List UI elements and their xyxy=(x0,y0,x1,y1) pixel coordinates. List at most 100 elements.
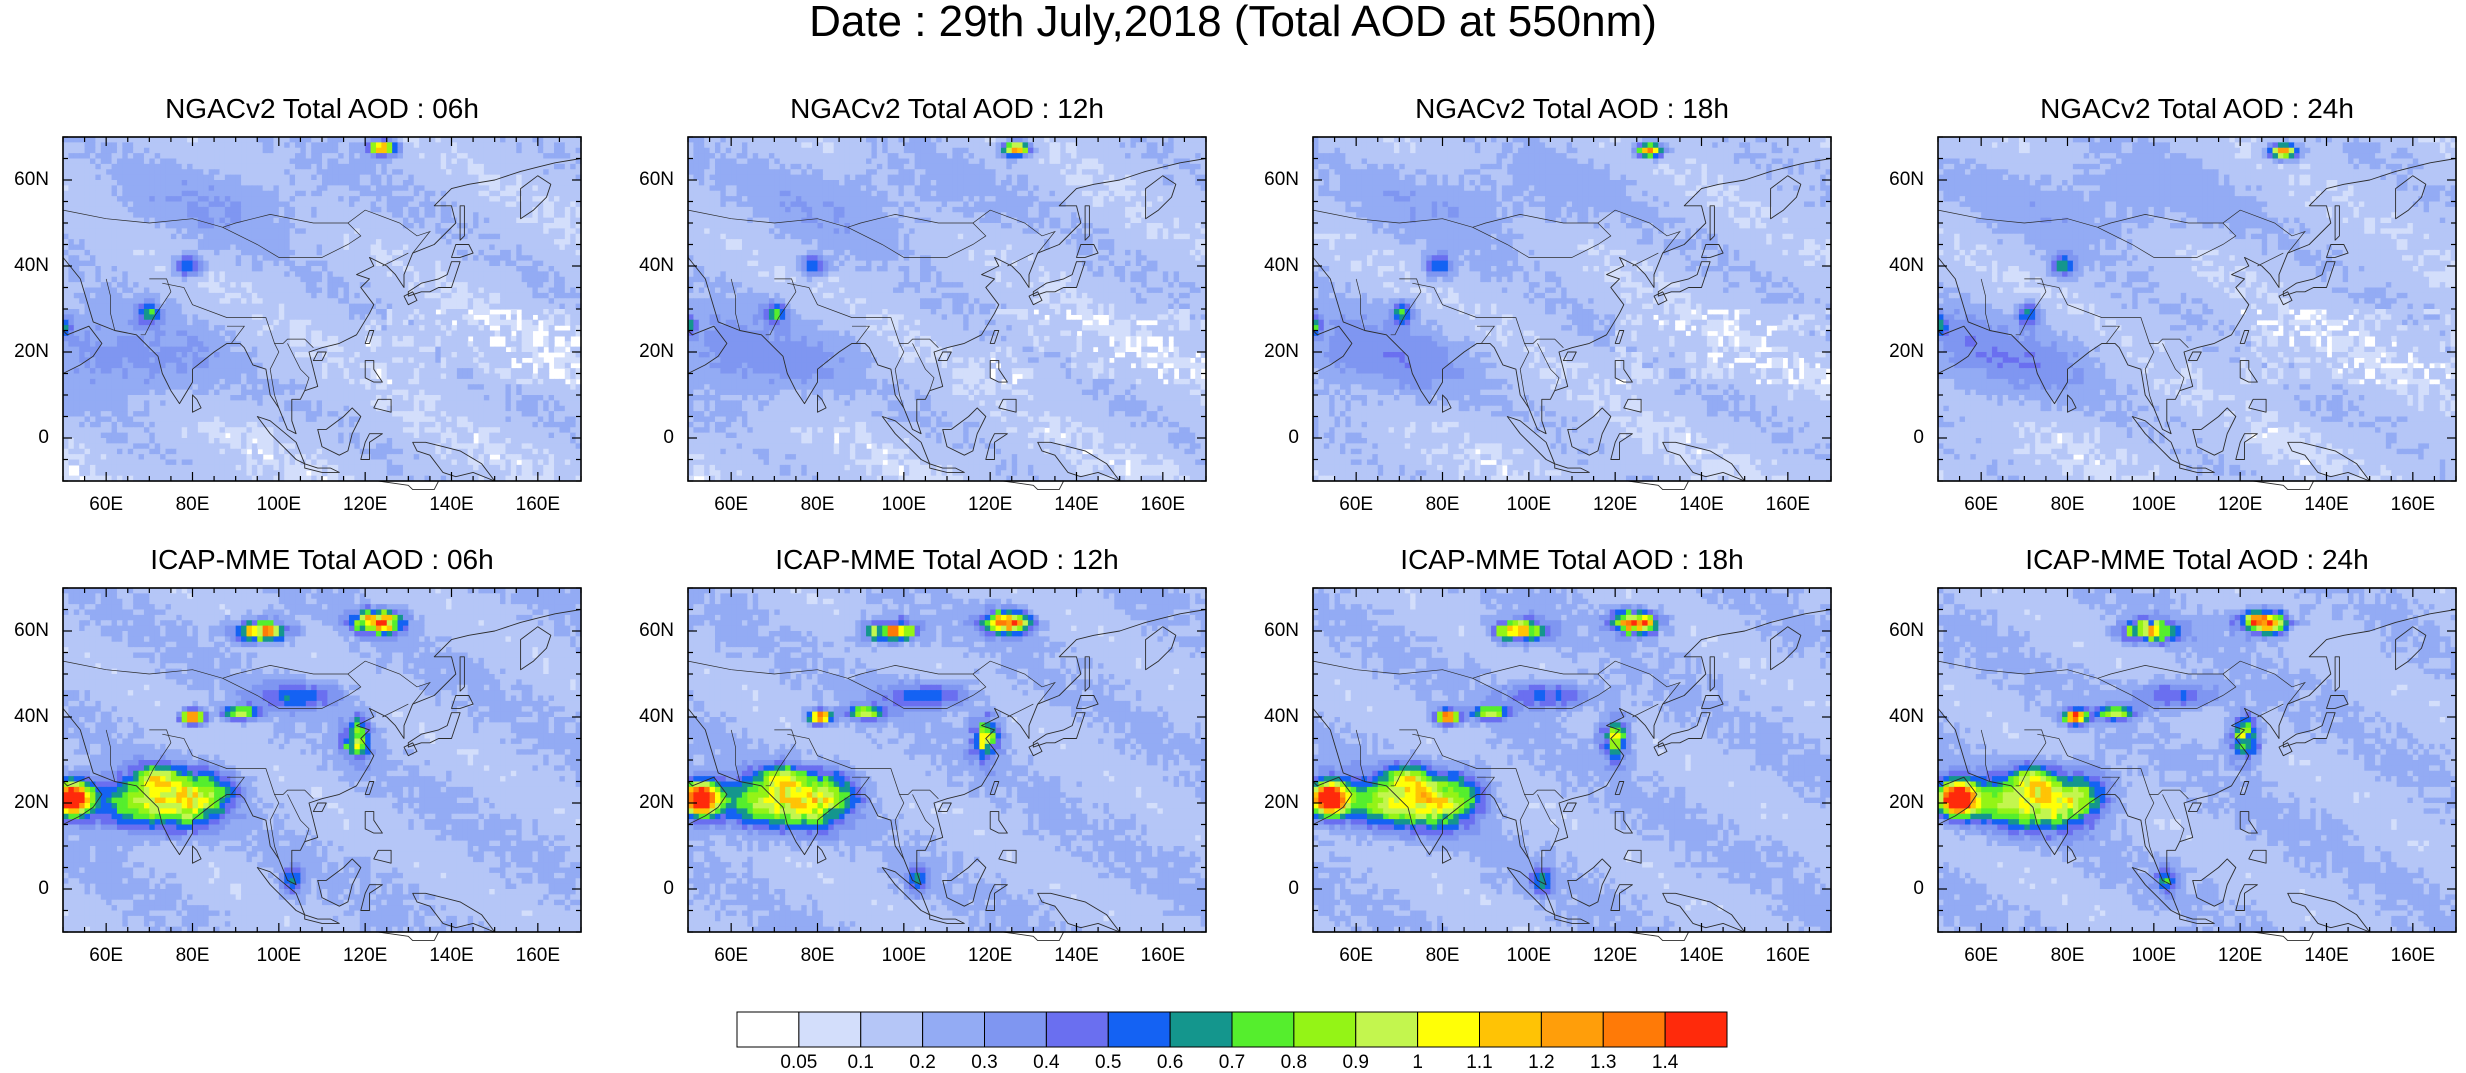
lon-tick-label: 80E xyxy=(1413,946,1473,965)
colorbar-swatch xyxy=(1541,1012,1603,1047)
lon-tick-label: 160E xyxy=(1133,495,1193,514)
colorbar-swatch xyxy=(1418,1012,1480,1047)
coastline-australia-top xyxy=(1628,932,1689,941)
lat-tick-label: 40N xyxy=(1874,707,1924,726)
lat-tick-label: 0 xyxy=(1874,879,1924,898)
colorbar-swatch xyxy=(1665,1012,1727,1047)
lon-tick-label: 120E xyxy=(960,946,1020,965)
lon-tick-label: 100E xyxy=(1499,495,1559,514)
lon-tick-label: 80E xyxy=(163,495,223,514)
panel-title: NGACv2 Total AOD : 24h xyxy=(1898,95,2466,123)
aod-map-panel xyxy=(63,137,581,481)
colorbar-label: 1.3 xyxy=(1573,1053,1633,1072)
panel-title: NGACv2 Total AOD : 06h xyxy=(23,95,621,123)
colorbar-swatch xyxy=(1603,1012,1665,1047)
lon-tick-label: 140E xyxy=(1672,946,1732,965)
aod-field xyxy=(1938,137,2457,482)
lon-tick-label: 120E xyxy=(2210,495,2270,514)
lat-tick-label: 40N xyxy=(624,707,674,726)
lon-tick-label: 140E xyxy=(2297,495,2357,514)
lon-tick-label: 80E xyxy=(788,946,848,965)
lat-tick-label: 40N xyxy=(1874,256,1924,275)
coastline-australia-top xyxy=(2253,481,2314,490)
colorbar-label: 0.8 xyxy=(1264,1053,1324,1072)
aod-map-panel xyxy=(1313,137,1831,481)
lon-tick-label: 140E xyxy=(422,495,482,514)
aod-field xyxy=(688,588,1207,933)
lon-tick-label: 60E xyxy=(76,495,136,514)
lon-tick-label: 60E xyxy=(701,946,761,965)
panel-title: NGACv2 Total AOD : 12h xyxy=(648,95,1246,123)
aod-field xyxy=(63,137,582,482)
lon-tick-label: 160E xyxy=(508,946,568,965)
lat-tick-label: 0 xyxy=(0,428,49,447)
colorbar-label: 0.5 xyxy=(1078,1053,1138,1072)
coastline-australia-top xyxy=(1003,481,1064,490)
colorbar-swatch xyxy=(1108,1012,1170,1047)
lon-tick-label: 120E xyxy=(1585,946,1645,965)
colorbar-label: 1.2 xyxy=(1511,1053,1571,1072)
colorbar-label: 0.1 xyxy=(831,1053,891,1072)
colorbar-label: 1 xyxy=(1388,1053,1448,1072)
panel-title: ICAP-MME Total AOD : 06h xyxy=(23,546,621,574)
aod-field xyxy=(1313,137,1832,482)
lon-tick-label: 80E xyxy=(163,946,223,965)
colorbar-swatch xyxy=(1232,1012,1294,1047)
lon-tick-label: 60E xyxy=(1951,946,2011,965)
lon-tick-label: 120E xyxy=(2210,946,2270,965)
lon-tick-label: 60E xyxy=(76,946,136,965)
lat-tick-label: 60N xyxy=(0,621,49,640)
lon-tick-label: 120E xyxy=(335,495,395,514)
aod-map-panel xyxy=(1313,588,1831,932)
lat-tick-label: 20N xyxy=(1249,793,1299,812)
lon-tick-label: 80E xyxy=(2038,946,2098,965)
lat-tick-label: 60N xyxy=(1874,170,1924,189)
lat-tick-label: 60N xyxy=(624,170,674,189)
lon-tick-label: 60E xyxy=(1326,946,1386,965)
lon-tick-label: 80E xyxy=(2038,495,2098,514)
lon-tick-label: 100E xyxy=(1499,946,1559,965)
lon-tick-label: 60E xyxy=(701,495,761,514)
lon-tick-label: 160E xyxy=(1758,946,1818,965)
lon-tick-label: 140E xyxy=(422,946,482,965)
lon-tick-label: 160E xyxy=(1758,495,1818,514)
lat-tick-label: 20N xyxy=(1874,342,1924,361)
colorbar-swatch xyxy=(1356,1012,1418,1047)
colorbar-swatch xyxy=(1170,1012,1232,1047)
lat-tick-label: 60N xyxy=(1249,170,1299,189)
colorbar-label: 0.7 xyxy=(1202,1053,1262,1072)
lon-tick-label: 160E xyxy=(2383,946,2443,965)
aod-field xyxy=(688,137,1207,482)
coastline-australia-top xyxy=(2253,932,2314,941)
lat-tick-label: 40N xyxy=(1249,256,1299,275)
aod-field xyxy=(1313,588,1832,933)
lat-tick-label: 20N xyxy=(624,342,674,361)
lon-tick-label: 60E xyxy=(1951,495,2011,514)
colorbar-swatch xyxy=(737,1012,799,1047)
colorbar-label: 0.2 xyxy=(893,1053,953,1072)
lat-tick-label: 20N xyxy=(0,793,49,812)
colorbar-label: 0.3 xyxy=(955,1053,1015,1072)
lon-tick-label: 80E xyxy=(788,495,848,514)
colorbar-swatch xyxy=(799,1012,861,1047)
lat-tick-label: 40N xyxy=(0,256,49,275)
panel-title: ICAP-MME Total AOD : 18h xyxy=(1273,546,1871,574)
aod-map-panel xyxy=(1938,588,2456,932)
lat-tick-label: 40N xyxy=(624,256,674,275)
colorbar-label: 1.4 xyxy=(1635,1053,1695,1072)
lon-tick-label: 120E xyxy=(335,946,395,965)
panel-title: ICAP-MME Total AOD : 12h xyxy=(648,546,1246,574)
lat-tick-label: 20N xyxy=(0,342,49,361)
aod-field xyxy=(63,588,582,933)
colorbar-swatch xyxy=(1046,1012,1108,1047)
colorbar-label: 0.05 xyxy=(769,1053,829,1072)
lon-tick-label: 160E xyxy=(2383,495,2443,514)
lon-tick-label: 60E xyxy=(1326,495,1386,514)
lon-tick-label: 160E xyxy=(508,495,568,514)
lat-tick-label: 20N xyxy=(1874,793,1924,812)
lon-tick-label: 120E xyxy=(1585,495,1645,514)
lat-tick-label: 60N xyxy=(1249,621,1299,640)
lat-tick-label: 40N xyxy=(0,707,49,726)
colorbar xyxy=(737,1012,1727,1047)
lon-tick-label: 120E xyxy=(960,495,1020,514)
